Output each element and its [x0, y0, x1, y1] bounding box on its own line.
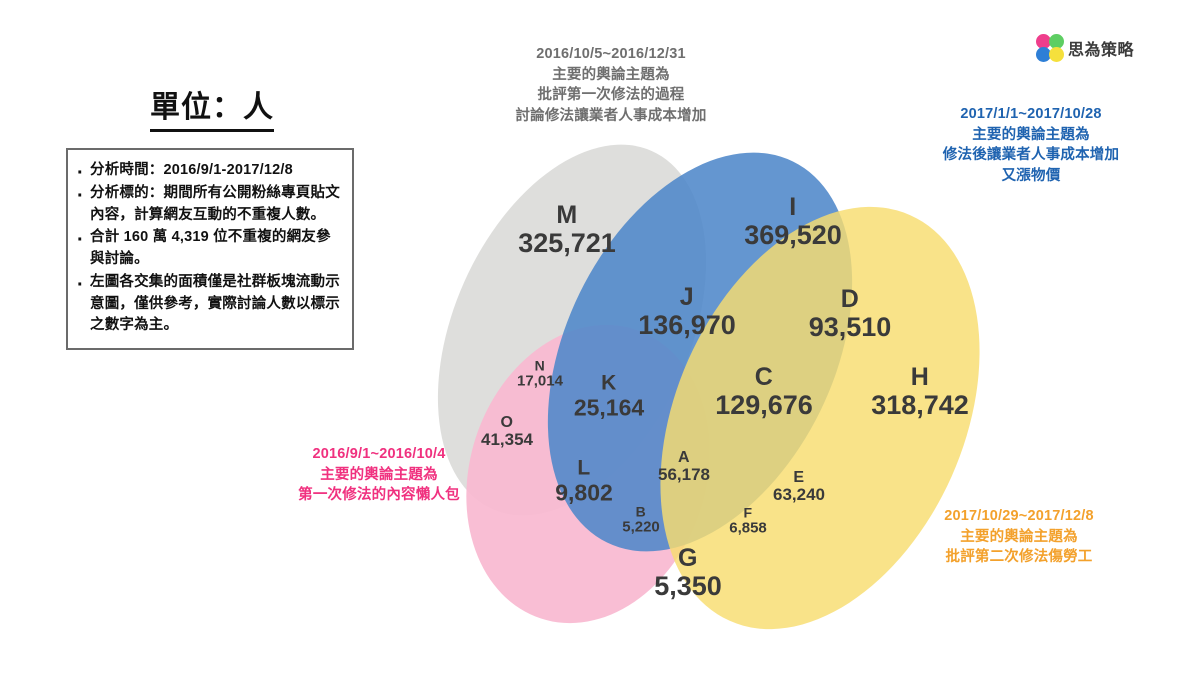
analysis-notes-list: 分析時間：2016/9/1-2017/12/8 分析標的：期間所有公開粉絲專頁貼… [74, 158, 344, 337]
logo-brand-name: 思為策略 [1068, 42, 1135, 59]
logo-circle-top-left-icon [1036, 34, 1051, 49]
logo-circles-icon [1036, 34, 1064, 62]
annotation-blue-period: 2017/1/1~2017/10/28 主要的輿論主題為 修法後讓業者人事成本增… [942, 106, 1120, 184]
unit-title: 單位：人 [150, 82, 274, 132]
list-item: 分析時間：2016/9/1-2017/12/8 [74, 158, 344, 188]
brand-logo: 思為策略 [1036, 34, 1134, 62]
logo-circle-bottom-left-icon [1036, 47, 1051, 62]
list-item: 合計 160 萬 4,319 位不重複的網友參與討論。 [74, 225, 344, 271]
annotation-pink-period: 2016/9/1~2016/10/4 主要的輿論主題為 第一次修法的內容懶人包 [298, 446, 460, 504]
logo-circle-bottom-right-icon [1049, 47, 1064, 62]
annotation-gray-period: 2016/10/5~2016/12/31 主要的輿論主題為 批評第一次修法的過程… [515, 46, 707, 124]
list-item: 左圖各交集的面積僅是社群板塊流動示意圖，僅供參考，實際討論人數以標示之數字為主。 [74, 270, 344, 337]
analysis-notes-box: 分析時間：2016/9/1-2017/12/8 分析標的：期間所有公開粉絲專頁貼… [66, 148, 354, 350]
annotation-orange-period: 2017/10/29~2017/12/8 主要的輿論主題為 批評第二次修法傷勞工 [944, 508, 1094, 566]
list-item: 分析標的：期間所有公開粉絲專頁貼文內容，計算網友互動的不重複人數。 [74, 181, 344, 227]
venn-ellipse-yellow [660, 206, 980, 630]
logo-circle-top-right-icon [1049, 34, 1064, 49]
